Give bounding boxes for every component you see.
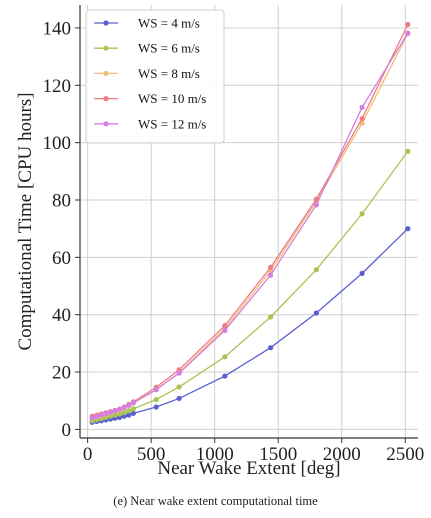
legend-label: WS = 8 m/s [138, 66, 200, 81]
legend-label: WS = 4 m/s [138, 16, 200, 31]
data-point [359, 104, 365, 110]
data-point [222, 373, 228, 379]
data-point [313, 267, 319, 273]
data-point [107, 409, 114, 415]
legend-box [85, 9, 225, 144]
data-point [126, 408, 132, 414]
x-tick-label: 1000 [196, 444, 234, 465]
y-tick-label: 140 [43, 18, 72, 39]
data-point [222, 322, 228, 329]
data-point [176, 395, 182, 402]
legend: WS = 4 m/s WS = 6 m/s WS = 8 m/s WS = 10 m/… [85, 9, 225, 144]
y-tick-label: 20 [52, 363, 71, 384]
data-point [126, 402, 132, 408]
y-tick-label: 100 [43, 133, 72, 154]
y-tick-label: 0 [62, 420, 72, 441]
data-point [268, 264, 274, 270]
data-point [117, 411, 123, 417]
legend-item: WS = 10 m/s [94, 91, 206, 106]
legend-marker [103, 70, 109, 76]
y-tick-label: 40 [52, 305, 71, 326]
legend-item: WS = 12 m/s [94, 116, 206, 131]
data-point [268, 272, 274, 278]
y-tick-label: 60 [52, 248, 71, 269]
data-point [126, 412, 132, 418]
legend-item: WS = 6 m/s [94, 41, 200, 56]
data-point [359, 115, 365, 122]
data-point [268, 345, 274, 351]
data-point [94, 413, 100, 420]
data-point [130, 400, 136, 406]
x-axis-title: Near Wake Extent [deg] [157, 458, 340, 479]
x-tick-label: 2500 [386, 444, 424, 465]
data-point [222, 327, 228, 334]
data-point [176, 370, 182, 376]
data-point [222, 354, 228, 360]
data-point [405, 226, 411, 232]
series-group [89, 21, 411, 425]
legend-marker [103, 96, 109, 102]
data-point [121, 409, 127, 416]
x-tick-label: 2000 [323, 444, 361, 465]
data-point [117, 406, 123, 412]
data-point [313, 202, 319, 208]
data-point [103, 411, 109, 417]
y-tick-label: 120 [43, 76, 72, 97]
data-point [130, 410, 136, 416]
figure-caption: (e) Near wake extent computational time [113, 494, 318, 508]
legend-label: WS = 12 m/s [138, 116, 206, 131]
legend-item: WS = 8 m/s [94, 66, 200, 81]
data-point [268, 314, 274, 320]
data-point [359, 270, 365, 277]
series-5 [89, 30, 411, 421]
x-tick-label: 500 [137, 444, 166, 465]
data-point [130, 406, 136, 412]
data-point [112, 408, 118, 414]
data-point [405, 148, 411, 154]
data-point [98, 412, 104, 418]
axes: 0 500 1000 1500 2000 2500 0 20 40 60 80 100 120 140 [43, 5, 424, 465]
legend-marker [103, 45, 109, 51]
data-point [176, 384, 182, 390]
y-axis-title: Computational Time [CPU hours] [15, 92, 36, 350]
series-1 [89, 226, 411, 425]
legend-item: WS = 4 m/s [94, 16, 200, 31]
data-point [89, 415, 95, 421]
data-point [405, 21, 411, 28]
data-point [153, 386, 159, 393]
y-tick-label: 80 [52, 190, 71, 211]
x-tick-label: 1500 [259, 444, 297, 465]
series-line [92, 150, 409, 422]
legend-marker [103, 20, 109, 26]
data-point [121, 404, 127, 410]
data-point [153, 396, 159, 403]
data-point [359, 211, 365, 217]
data-point [112, 412, 118, 418]
series-2 [89, 148, 411, 424]
data-point [313, 310, 319, 316]
legend-marker [103, 121, 109, 127]
data-point [313, 196, 319, 202]
line-chart: 0 500 1000 1500 2000 2500 0 20 40 60 80 100 120 140 N… [15, 5, 424, 479]
data-point [405, 30, 411, 36]
x-tick-label: 0 [83, 444, 93, 465]
legend-label: WS = 6 m/s [138, 41, 200, 56]
legend-label: WS = 10 m/s [138, 91, 206, 106]
data-point [121, 413, 127, 419]
data-point [153, 404, 159, 410]
